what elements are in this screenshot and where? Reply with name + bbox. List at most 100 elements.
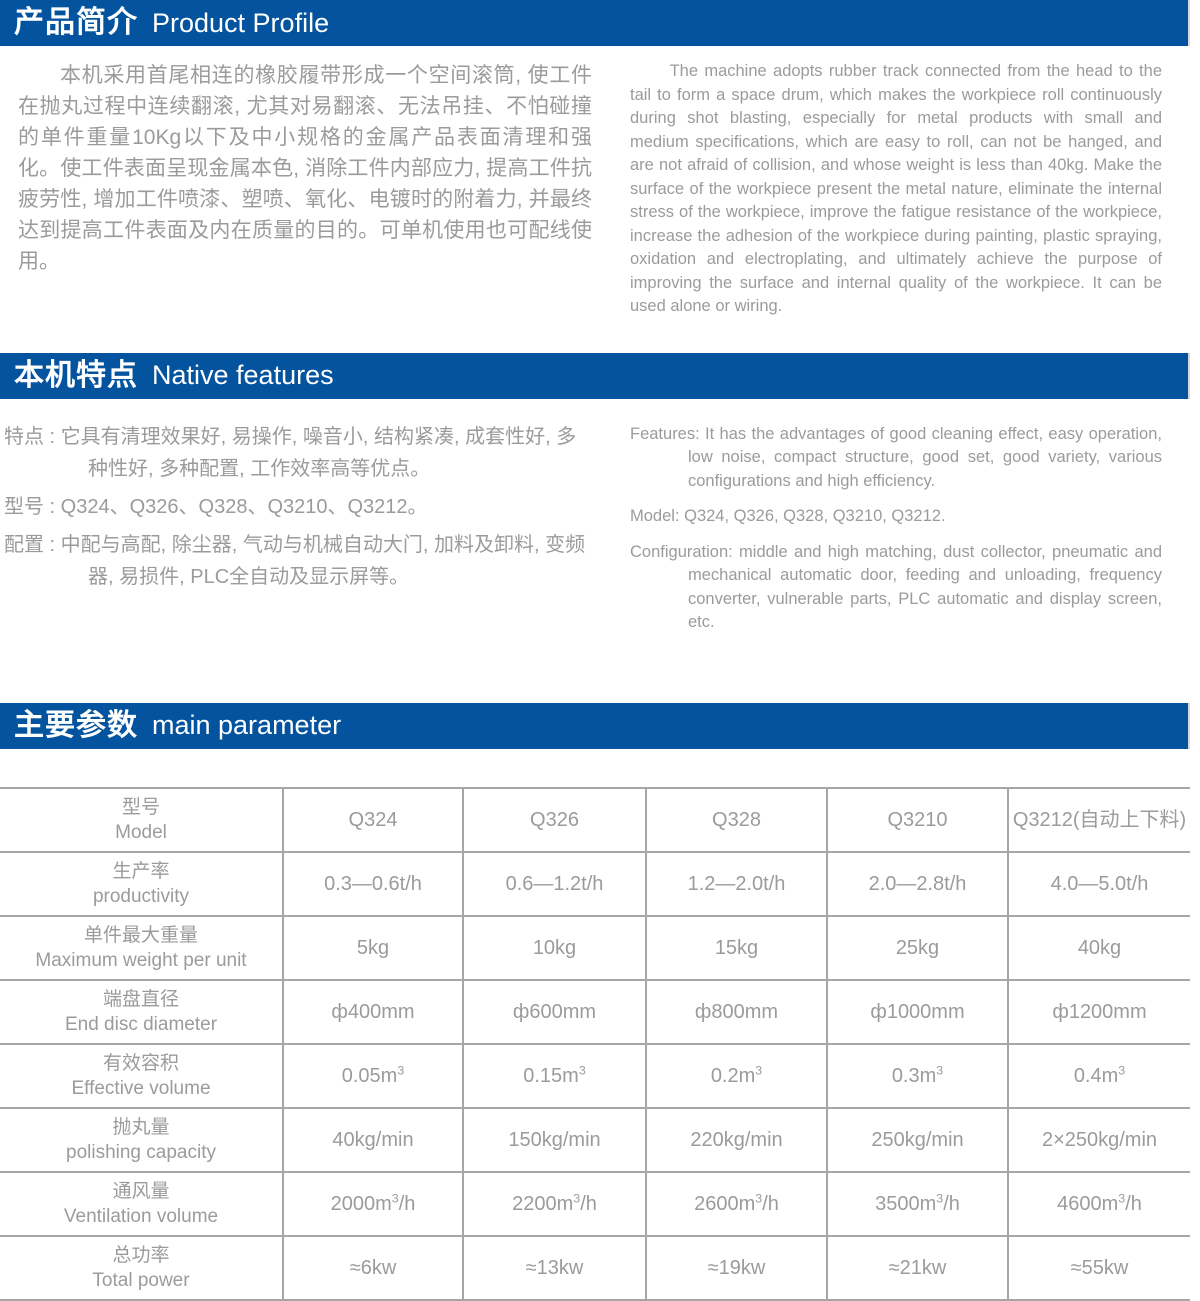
product-profile-paragraph-cn: 本机采用首尾相连的橡胶履带形成一个空间滚筒, 使工件在抛丸过程中连续翻滚, 尤其… <box>18 64 592 273</box>
table-row-header: 型号 Model <box>0 786 284 853</box>
cell-value: 4.0—5.0t/h <box>1050 872 1149 895</box>
section-title-en: Product Profile <box>152 7 330 38</box>
table-cell: 3500m3/h <box>827 1170 1009 1237</box>
table-cell: ф600mm <box>463 978 647 1045</box>
table-cell: 4600m3/h <box>1008 1170 1190 1237</box>
table-cell: 10kg <box>463 914 647 981</box>
table-cell: 0.05m3 <box>283 1042 464 1109</box>
cell-value: 4600m3/h <box>1057 1190 1142 1215</box>
table-column-header: Q324 <box>283 786 464 853</box>
row-header-en: Effective volume <box>71 1077 211 1099</box>
cell-value: 2000m3/h <box>330 1190 416 1215</box>
native-features-english-column: Features: It has the advantages of good … <box>620 399 1200 647</box>
cell-value: ≈55kw <box>1070 1256 1129 1279</box>
row-header-en: polishing capacity <box>66 1141 216 1163</box>
cell-value: Q326 <box>530 808 579 831</box>
table-cell: 0.4m3 <box>1008 1042 1190 1109</box>
product-profile-paragraph-en: The machine adopts rubber track connecte… <box>630 62 1162 315</box>
row-header-cn: 有效容积 <box>102 1052 179 1074</box>
table-cell: ≈55kw <box>1008 1234 1190 1301</box>
table-row: 端盘直径 End disc diameter ф400mm ф600mm ф800mm ф… <box>0 978 1190 1045</box>
main-parameter-table-wrapper: 型号 Model Q324 Q326 Q328 Q3210 Q3212(自动上下料) 生产率 p… <box>0 786 1190 1301</box>
table-cell: 40kg <box>1008 914 1190 981</box>
cell-value: 0.05m3 <box>341 1062 405 1087</box>
row-header-cn: 型号 <box>121 796 160 818</box>
table-cell: ф1200mm <box>1008 978 1190 1045</box>
feature-row-model-cn: 型号 : Q324、Q326、Q328、Q3210、Q3212。 <box>4 495 428 518</box>
cell-value: ф800mm <box>694 1000 779 1023</box>
table-cell: 0.3m3 <box>827 1042 1009 1109</box>
table-row-header: 抛丸量 polishing capacity <box>0 1106 284 1173</box>
table-cell: ≈6kw <box>283 1234 464 1301</box>
feature-row-configuration-cn: 配置 : 中配与高配, 除尘器, 气动与机械自动大门, 加料及卸料, 变频器, … <box>4 533 586 588</box>
table-cell: 40kg/min <box>283 1106 464 1173</box>
table-cell: 25kg <box>827 914 1009 981</box>
row-header-cn: 总功率 <box>112 1244 170 1266</box>
cell-value: ≈19kw <box>707 1256 766 1279</box>
table-cell: 2600m3/h <box>646 1170 828 1237</box>
table-cell: 0.2m3 <box>646 1042 828 1109</box>
table-cell: 1.2—2.0t/h <box>646 850 828 917</box>
table-cell: 0.15m3 <box>463 1042 647 1109</box>
cell-value: 0.4m3 <box>1073 1062 1126 1087</box>
table-cell: ≈13kw <box>463 1234 647 1301</box>
cell-value: 0.3—0.6t/h <box>324 872 422 895</box>
section-title-en: Native features <box>152 360 334 390</box>
table-column-header: Q3212(自动上下料) <box>1008 786 1190 853</box>
cell-value: 0.15m3 <box>523 1062 586 1087</box>
table-cell: ≈21kw <box>827 1234 1009 1301</box>
cell-value: 5kg <box>356 936 390 959</box>
table-row: 抛丸量 polishing capacity 40kg/min 150kg/min 22… <box>0 1106 1190 1173</box>
table-row: 总功率 Total power ≈6kw ≈13kw ≈19kw ≈21kw ≈55kw <box>0 1234 1190 1301</box>
cell-value: Q3212(自动上下料) <box>1012 808 1187 831</box>
cell-value: 0.6—1.2t/h <box>505 872 604 895</box>
table-row: 通风量 Ventilation volume 2000m3/h 2200m3/h 260… <box>0 1170 1190 1237</box>
table-cell: 150kg/min <box>463 1106 647 1173</box>
product-profile-chinese-column: 本机采用首尾相连的橡胶履带形成一个空间滚筒, 使工件在抛丸过程中连续翻滚, 尤其… <box>0 46 620 319</box>
row-header-en: Maximum weight per unit <box>35 949 247 971</box>
table-row: 生产率 productivity 0.3—0.6t/h 0.6—1.2t/h 1.2—2… <box>0 850 1190 917</box>
cell-value: 1.2—2.0t/h <box>687 872 786 895</box>
table-column-header: Q328 <box>646 786 828 853</box>
cell-value: 150kg/min <box>508 1128 601 1151</box>
cell-value: 10kg <box>532 936 577 959</box>
cell-value: 250kg/min <box>871 1128 964 1151</box>
cell-value: ф600mm <box>512 1000 597 1023</box>
table-cell: 0.6—1.2t/h <box>463 850 647 917</box>
product-profile-english-column: The machine adopts rubber track connecte… <box>620 46 1200 319</box>
table-cell: ф800mm <box>646 978 828 1045</box>
section-header-main-parameter: 主要参数 main parameter <box>0 702 1190 749</box>
section-title-cn: 本机特点 <box>14 358 138 392</box>
table-cell: 5kg <box>283 914 464 981</box>
table-cell: 2×250kg/min <box>1008 1106 1190 1173</box>
section-header-product-profile: 产品简介 Product Profile <box>0 0 1190 46</box>
cell-value: 3500m3/h <box>875 1190 960 1215</box>
table-row-header: 生产率 productivity <box>0 850 284 917</box>
table-row-header: 端盘直径 End disc diameter <box>0 978 284 1045</box>
product-profile-body: 本机采用首尾相连的橡胶履带形成一个空间滚筒, 使工件在抛丸过程中连续翻滚, 尤其… <box>0 46 1200 319</box>
row-header-en: Model <box>115 821 167 843</box>
native-features-chinese-column: 特点 : 它具有清理效果好, 易操作, 噪音小, 结构紧凑, 成套性好, 多种性… <box>0 399 620 647</box>
cell-value: ≈21kw <box>888 1256 947 1279</box>
section-title-en: main parameter <box>152 710 342 740</box>
cell-value: 2200m3/h <box>512 1190 597 1215</box>
cell-value: 2600m3/h <box>694 1190 779 1215</box>
table-cell: 2.0—2.8t/h <box>827 850 1009 917</box>
row-header-en: Total power <box>92 1269 190 1291</box>
cell-value: ф1000mm <box>870 1000 965 1023</box>
spacer-after-features <box>0 647 1200 703</box>
section-title-cn: 产品简介 <box>14 6 138 39</box>
section-header-native-features: 本机特点 Native features <box>0 352 1190 399</box>
cell-value: 40kg <box>1077 936 1122 959</box>
table-cell: ф1000mm <box>827 978 1009 1045</box>
spacer-after-profile <box>0 319 1200 353</box>
cell-value: ф400mm <box>331 1000 415 1023</box>
table-row: 单件最大重量 Maximum weight per unit 5kg 10kg 15kg… <box>0 914 1190 981</box>
table-cell: 2200m3/h <box>463 1170 647 1237</box>
spacer-before-table <box>0 749 1200 787</box>
cell-value: 220kg/min <box>690 1128 783 1151</box>
row-header-en: Ventilation volume <box>63 1205 219 1227</box>
table-column-header: Q326 <box>463 786 647 853</box>
table-cell: 2000m3/h <box>283 1170 464 1237</box>
table-column-header: Q3210 <box>827 786 1009 853</box>
